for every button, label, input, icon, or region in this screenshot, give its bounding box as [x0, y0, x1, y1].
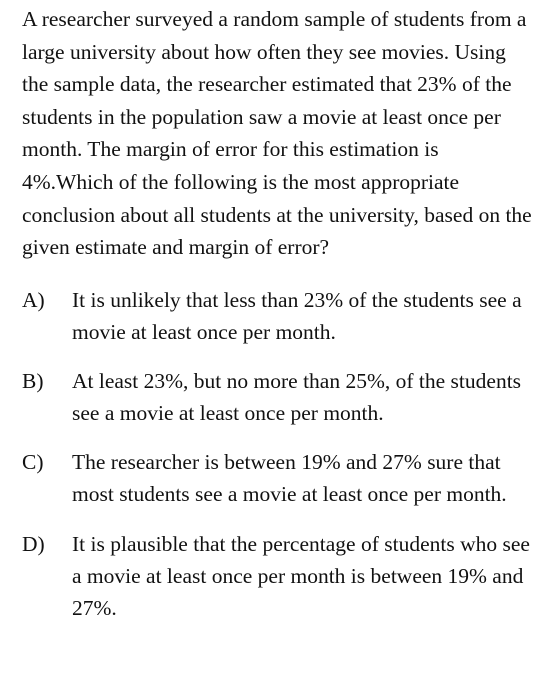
choice-b-letter: B)	[22, 368, 44, 393]
choice-c-letter: C)	[22, 449, 44, 474]
choice-c[interactable]: C) The researcher is between 19% and 27%…	[22, 446, 535, 510]
choice-a[interactable]: A) It is unlikely that less than 23% of …	[22, 284, 535, 348]
choice-a-text: It is unlikely that less than 23% of the…	[72, 287, 522, 344]
choice-b-text: At least 23%, but no more than 25%, of t…	[72, 368, 522, 425]
answer-choices: A) It is unlikely that less than 23% of …	[22, 284, 535, 624]
question-stem: A researcher surveyed a random sample of…	[22, 7, 532, 260]
choice-d[interactable]: D) It is plausible that the percentage o…	[22, 528, 535, 624]
choice-c-text: The researcher is between 19% and 27% su…	[72, 449, 507, 506]
choice-a-letter: A)	[22, 287, 45, 312]
choice-d-letter: D)	[22, 531, 45, 556]
choice-d-text: It is plausible that the percentage of s…	[72, 531, 530, 620]
choice-b[interactable]: B) At least 23%, but no more than 25%, o…	[22, 365, 535, 429]
